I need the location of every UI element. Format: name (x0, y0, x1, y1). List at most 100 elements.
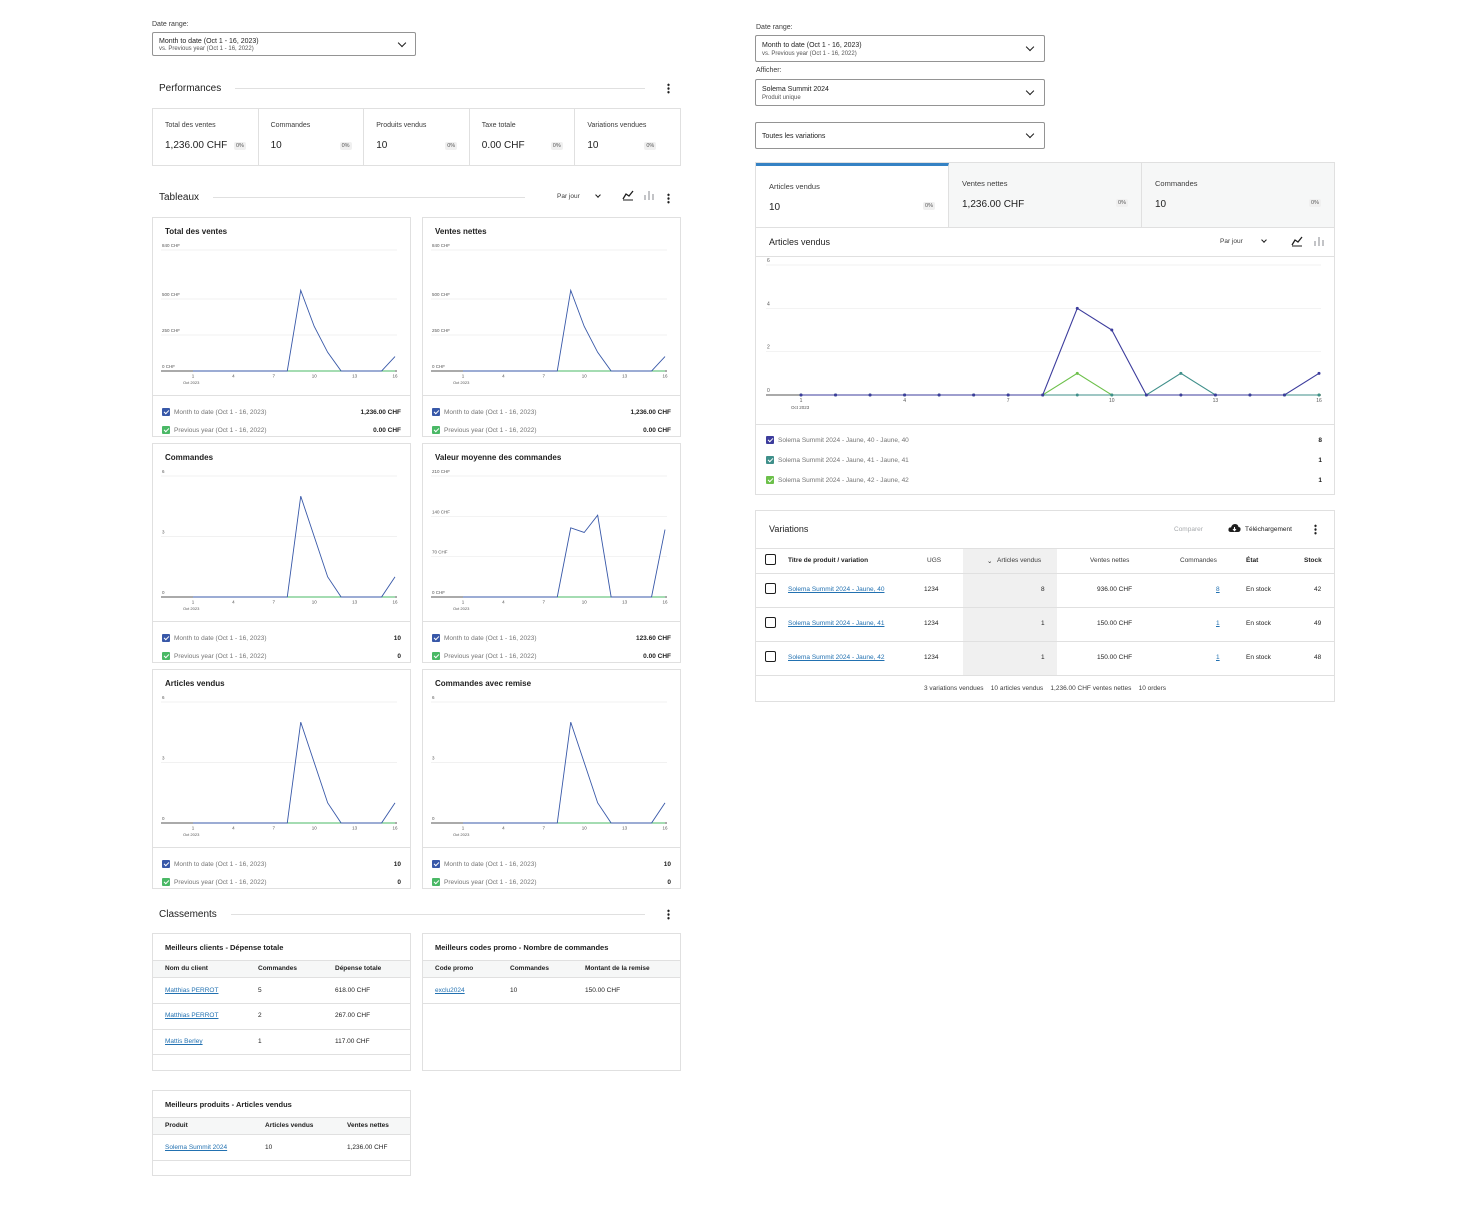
legend-item-variation-40[interactable]: Solema Summit 2024 - Jaune, 40 - Jaune, … (766, 433, 1322, 447)
checkbox-checked-icon (162, 860, 170, 868)
date-range-secondary: vs. Previous year (Oct 1 - 16, 2022) (762, 51, 857, 57)
legend-item-previous[interactable]: Previous year (Oct 1 - 16, 2022) 0.00 CHF (162, 423, 401, 437)
compare-button[interactable]: Comparer (1174, 526, 1203, 533)
orders-link[interactable]: 1 (1216, 654, 1220, 661)
legend-value: 0 (397, 878, 401, 886)
classements-more-icon[interactable] (667, 909, 670, 920)
column-header[interactable]: Commandes (258, 965, 298, 972)
row-checkbox[interactable] (765, 583, 776, 594)
data-point (1317, 393, 1321, 397)
column-header-orders[interactable]: Commandes (1180, 557, 1217, 564)
column-header[interactable]: Produit (165, 1122, 188, 1129)
customer-link[interactable]: Matthias PERROT (165, 987, 219, 994)
performances-more-icon[interactable] (667, 83, 670, 94)
column-header-net-sales[interactable]: Ventes nettes (1090, 557, 1130, 564)
column-header[interactable]: Articles vendus (265, 1122, 314, 1129)
metric-variations-sold[interactable]: Variations vendues 10 0% (575, 109, 680, 165)
x-tick-label: 1 (192, 826, 195, 831)
column-header[interactable]: Montant de la remise (585, 965, 650, 972)
column-header-title[interactable]: Titre de produit / variation (788, 557, 869, 564)
legend-item-current[interactable]: Month to date (Oct 1 - 16, 2023) 123.60 C… (432, 631, 671, 645)
classements-title: Classements (159, 909, 217, 920)
orders-link[interactable]: 1 (1216, 620, 1220, 627)
row-checkbox[interactable] (765, 617, 776, 628)
column-header-stock[interactable]: Stock (1304, 557, 1322, 564)
legend-item-current[interactable]: Month to date (Oct 1 - 16, 2023) 1,236.00… (432, 405, 671, 419)
date-range-select[interactable]: Month to date (Oct 1 - 16, 2023) vs. Pre… (755, 35, 1045, 62)
column-header[interactable]: Dépense totale (335, 965, 382, 972)
metric-orders[interactable]: Commandes 10 0% (259, 109, 365, 165)
legend-item-current[interactable]: Month to date (Oct 1 - 16, 2023) 10 (162, 631, 401, 645)
table-title: Meilleurs codes promo - Nombre de comman… (435, 943, 609, 952)
legend-item-previous[interactable]: Previous year (Oct 1 - 16, 2022) 0 (162, 875, 401, 889)
series-line (801, 372, 1319, 396)
customer-link[interactable]: Mattis Berley (165, 1038, 203, 1045)
row-divider (153, 1003, 410, 1004)
legend-item-variation-42[interactable]: Solema Summit 2024 - Jaune, 42 - Jaune, … (766, 473, 1322, 487)
legend-item-current[interactable]: Month to date (Oct 1 - 16, 2023) 10 (432, 857, 671, 871)
row-divider (423, 1003, 680, 1004)
legend-item-previous[interactable]: Previous year (Oct 1 - 16, 2022) 0 (162, 649, 401, 663)
legend-item-previous[interactable]: Previous year (Oct 1 - 16, 2022) 0.00 CHF (432, 423, 671, 437)
metric-products-sold[interactable]: Produits vendus 10 0% (364, 109, 470, 165)
data-point (1144, 393, 1148, 397)
variations-select[interactable]: Toutes les variations (755, 122, 1045, 149)
legend-item-previous[interactable]: Previous year (Oct 1 - 16, 2022) 0 (432, 875, 671, 889)
metric-label: Variations vendues (587, 122, 647, 129)
column-header[interactable]: Nom du client (165, 965, 208, 972)
divider (213, 197, 525, 198)
metric-total-sales[interactable]: Total des ventes 1,236.00 CHF 0% (153, 109, 259, 165)
legend-item-current[interactable]: Month to date (Oct 1 - 16, 2023) 10 (162, 857, 401, 871)
tableaux-title: Tableaux (159, 192, 200, 203)
bar-chart-icon[interactable] (1313, 235, 1325, 247)
table-cell: 1,236.00 CHF (347, 1144, 388, 1151)
x-tick-label: 4 (502, 600, 505, 605)
table-title: Variations (769, 524, 809, 534)
interval-select[interactable]: Par jour (1220, 238, 1243, 245)
series-line (193, 722, 396, 824)
row-divider (756, 641, 1334, 642)
legend-value: 123.60 CHF (635, 634, 671, 642)
interval-select[interactable]: Par jour (557, 193, 580, 200)
select-all-checkbox[interactable] (765, 554, 776, 565)
metric-total-tax[interactable]: Taxe totale 0.00 CHF 0% (470, 109, 576, 165)
variation-link[interactable]: Solema Summit 2024 - Jaune, 40 (788, 586, 885, 593)
legend-value: 0 (397, 652, 401, 660)
legend-item-current[interactable]: Month to date (Oct 1 - 16, 2023) 1,236.00… (162, 405, 401, 419)
chart-legend: Month to date (Oct 1 - 16, 2023) 10 Previ… (153, 847, 410, 886)
column-header-sku[interactable]: UGS (927, 557, 942, 564)
coupon-link[interactable]: exclu2024 (435, 987, 465, 994)
line-chart-icon[interactable] (1291, 235, 1303, 247)
tab-orders[interactable]: Commandes 10 0% (1142, 163, 1334, 227)
product-link[interactable]: Solema Summit 2024 (165, 1144, 228, 1151)
product-select[interactable]: Solema Summit 2024 Produit unique (755, 79, 1045, 106)
variations-more-icon[interactable] (1314, 524, 1317, 535)
legend-item-variation-41[interactable]: Solema Summit 2024 - Jaune, 41 - Jaune, … (766, 453, 1322, 467)
column-header-status[interactable]: État (1246, 557, 1259, 564)
bar-chart-icon[interactable] (643, 189, 655, 201)
legend-item-previous[interactable]: Previous year (Oct 1 - 16, 2022) 0.00 CHF (432, 649, 671, 663)
variation-link[interactable]: Solema Summit 2024 - Jaune, 42 (788, 654, 885, 661)
checkbox-checked-icon (162, 634, 170, 642)
customer-link[interactable]: Matthias PERROT (165, 1012, 219, 1019)
row-checkbox[interactable] (765, 651, 776, 662)
divider (230, 914, 645, 915)
chart-legend: Month to date (Oct 1 - 16, 2023) 1,236.00… (153, 395, 410, 434)
row-divider (756, 573, 1334, 574)
chart-title: Commandes avec remise (435, 679, 532, 688)
tab-items-sold[interactable]: Articles vendus 10 0% (756, 163, 949, 227)
column-header-items-sold[interactable]: Articles vendus (997, 557, 1042, 564)
tab-net-sales[interactable]: Ventes nettes 1,236.00 CHF 0% (949, 163, 1142, 227)
line-chart-icon[interactable] (622, 189, 634, 201)
column-header[interactable]: Ventes nettes (347, 1122, 389, 1129)
variation-link[interactable]: Solema Summit 2024 - Jaune, 41 (788, 620, 885, 627)
column-header[interactable]: Code promo (435, 965, 474, 972)
checkbox-checked-icon (766, 436, 774, 444)
data-point (799, 393, 803, 397)
tab-value: 10 (1155, 199, 1167, 210)
download-button[interactable]: Téléchargement (1245, 526, 1292, 533)
column-header[interactable]: Commandes (510, 965, 550, 972)
tableaux-more-icon[interactable] (667, 193, 670, 204)
orders-link[interactable]: 8 (1216, 586, 1220, 593)
date-range-select[interactable]: Month to date (Oct 1 - 16, 2023) vs. Pre… (152, 32, 416, 56)
